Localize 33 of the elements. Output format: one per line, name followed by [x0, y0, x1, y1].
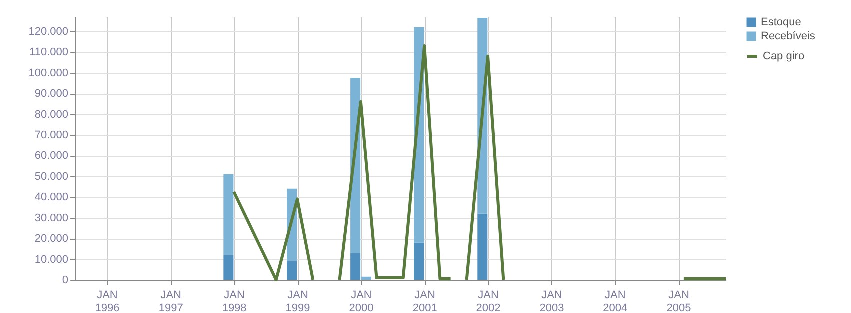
- y-tick-label: 100.000: [28, 67, 68, 80]
- bar: [224, 174, 234, 256]
- x-tick-label: JAN 2002: [476, 290, 501, 313]
- x-tick-label: JAN 2005: [666, 290, 692, 313]
- x-tick-label: JAN 1998: [222, 290, 247, 313]
- x-tick-label: JAN 2000: [349, 290, 374, 313]
- y-tick-label: 30.000: [34, 212, 68, 224]
- y-tick-label: 80.000: [34, 108, 68, 121]
- y-tick-label: 60.000: [34, 150, 68, 162]
- bar: [478, 214, 488, 280]
- x-tick-label: JAN 1999: [286, 290, 310, 313]
- x-tick-label: JAN 2004: [603, 290, 628, 313]
- y-tick-label: 10.000: [34, 254, 68, 266]
- y-tick-label: 40.000: [34, 192, 68, 204]
- bar: [361, 276, 372, 280]
- legend-label: Estoque: [761, 16, 802, 28]
- legend-label: Cap giro: [763, 50, 805, 62]
- x-tick-label: JAN 1996: [95, 290, 120, 313]
- y-tick-label: 120.000: [28, 26, 68, 38]
- x-tick-label: JAN 1997: [158, 290, 184, 313]
- y-tick-label: 50.000: [34, 170, 68, 183]
- y-tick-label: 20.000: [34, 233, 68, 246]
- y-tick-label: 0: [62, 274, 68, 286]
- x-tick-label: JAN 2001: [412, 290, 438, 313]
- bar: [414, 242, 424, 280]
- bar: [350, 253, 361, 280]
- y-tick-label: 90.000: [34, 88, 68, 100]
- legend-label: Recebíveis: [761, 30, 816, 42]
- bar: [224, 255, 234, 280]
- y-tick-label: 70.000: [34, 130, 68, 142]
- x-tick-label: JAN 2003: [540, 290, 564, 313]
- y-tick-label: 110.000: [30, 46, 68, 59]
- bar: [287, 261, 298, 280]
